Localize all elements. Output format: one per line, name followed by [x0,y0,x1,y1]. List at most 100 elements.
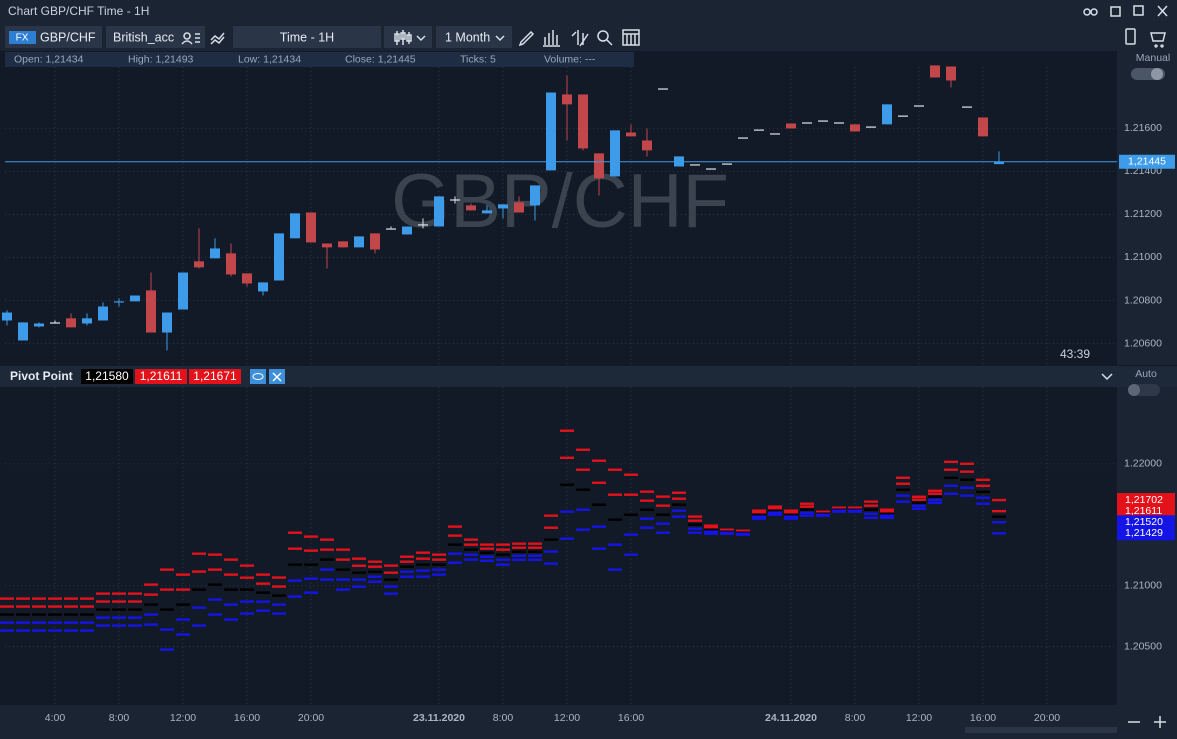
pivot-level [560,537,574,540]
indicator-remove[interactable] [269,369,285,384]
pivot-level [880,510,894,513]
pivot-level [528,554,542,557]
period-button[interactable] [436,26,512,48]
pivot-level [704,532,718,535]
scale-toggle[interactable] [1128,384,1160,396]
pivot-level [672,503,686,506]
x-tick-label: 12:00 [554,712,580,724]
pivot-level [208,613,222,616]
candle-body [786,123,796,129]
x-tick-label: 12:00 [170,712,196,724]
info-label: Open: [14,53,43,65]
pivot-level [752,511,766,514]
pivot-level [752,509,766,512]
pivot-level [144,583,158,586]
candle-body [482,210,492,214]
pivot-level [464,543,478,546]
window-controls[interactable] [1083,5,1168,17]
pivot-level [960,470,974,473]
pivot-level [272,585,286,588]
scale-toggle[interactable] [1131,68,1165,80]
draw-button[interactable] [518,30,535,47]
candle-body [930,65,940,78]
pivot-level [128,608,142,611]
pivot-level [496,543,510,546]
pivot-level [208,568,222,571]
pivot-level [112,624,126,627]
pivot-level [656,495,670,498]
pivot-level [48,597,62,600]
candle-body [274,233,284,281]
volume-button[interactable] [543,30,560,47]
pivot-level [160,588,174,591]
candle-body [98,306,108,321]
info-value: 1,21434 [263,53,301,65]
zoom-in[interactable] [1154,716,1166,728]
pivot-level [912,495,926,498]
analysis-button[interactable] [571,30,589,47]
pivot-level [192,570,206,573]
pivot-level [144,593,158,596]
pivot-level [960,486,974,489]
pivot-level [928,492,942,495]
timeframe-button[interactable] [233,26,381,48]
chart-type-button[interactable] [384,26,432,48]
x-tick-label: 20:00 [298,712,324,724]
collapse-button[interactable] [1101,373,1113,381]
pivot-level [400,575,414,578]
pivot-level [192,624,206,627]
pivot-level [304,535,318,538]
candle-body [562,94,572,105]
pivot-level [432,568,446,571]
pivot-level [608,543,622,546]
pivot-level [624,533,638,536]
pivot-level [224,618,238,621]
pivot-level [336,548,350,551]
pivot-level [496,558,510,561]
pivot-level [160,648,174,651]
pivot-level [0,597,14,600]
pivot-level [320,558,334,561]
pivot-level [64,597,78,600]
pivot-level [624,493,638,496]
candle-body [178,272,188,310]
pivot-level [192,588,206,591]
pivot-level [208,553,222,556]
pivot-level [112,600,126,603]
pivot-level [192,606,206,609]
pivot-level [640,508,654,511]
pivot-level [480,555,494,558]
pivot-level [768,505,782,508]
pivot-level [416,563,430,566]
trade-button[interactable] [1125,28,1136,45]
pivot-level [128,624,142,627]
scrollbar[interactable] [965,727,1117,733]
pivot-level [608,518,622,521]
y-tick-label: 1.21200 [1124,208,1162,220]
pivot-level [384,564,398,567]
pivot-level [64,605,78,608]
pivot-level [208,583,222,586]
indicator-button[interactable] [210,32,225,45]
pivot-level [576,468,590,471]
pivot-level [528,546,542,549]
candle-body [162,312,172,333]
search-button[interactable] [597,30,609,42]
pivot-level [560,510,574,513]
pivot-level [128,600,142,603]
account-button[interactable] [106,26,205,48]
info-item: High: 1,21493 [128,53,194,65]
pivot-level [752,517,766,520]
indicator-visibility[interactable] [250,369,266,384]
pivot-level [336,568,350,571]
order-button[interactable] [1150,32,1166,48]
pivot-level [864,516,878,519]
pivot-level [400,570,414,573]
pivot-axis [1117,387,1177,705]
pivot-level [288,547,302,550]
pivot-level [768,507,782,510]
pivot-level [368,580,382,583]
pivot-level [352,571,366,574]
candle-body [770,133,780,135]
layout-lines [623,33,639,45]
